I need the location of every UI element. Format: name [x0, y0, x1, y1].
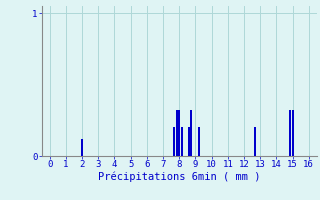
- Bar: [254, 127, 256, 156]
- Bar: [176, 110, 178, 156]
- Bar: [181, 127, 183, 156]
- Bar: [178, 110, 180, 156]
- Bar: [188, 127, 190, 156]
- Bar: [173, 127, 175, 156]
- Bar: [81, 139, 83, 156]
- Bar: [190, 110, 192, 156]
- X-axis label: Précipitations 6min ( mm ): Précipitations 6min ( mm ): [98, 172, 260, 182]
- Bar: [292, 110, 294, 156]
- Bar: [289, 110, 291, 156]
- Bar: [198, 127, 200, 156]
